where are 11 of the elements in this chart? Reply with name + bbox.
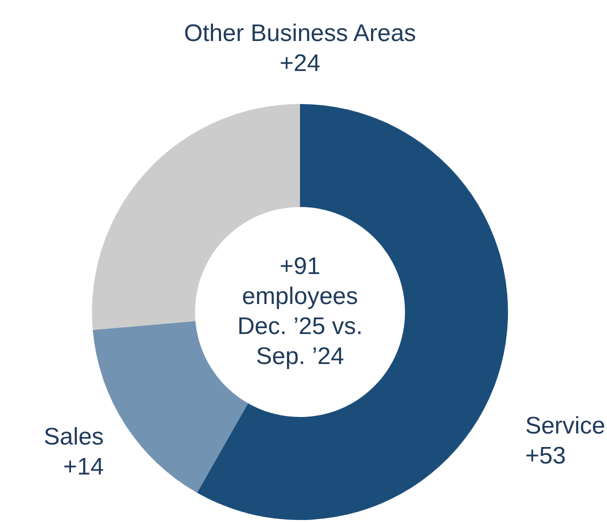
text: +91 (280, 253, 320, 280)
slice-label: Service (525, 412, 606, 440)
slice-label: Sales (44, 424, 104, 451)
data-label: +24 (280, 50, 320, 77)
data-label: +53 (525, 442, 566, 470)
data-label: +14 (63, 454, 104, 481)
text: employees (242, 283, 358, 310)
text: Dec. ’25 vs. (237, 313, 363, 340)
slice-label: Other Business Areas (184, 20, 416, 47)
donut-slice (197, 104, 508, 520)
text: Sep. ’24 (256, 343, 344, 370)
